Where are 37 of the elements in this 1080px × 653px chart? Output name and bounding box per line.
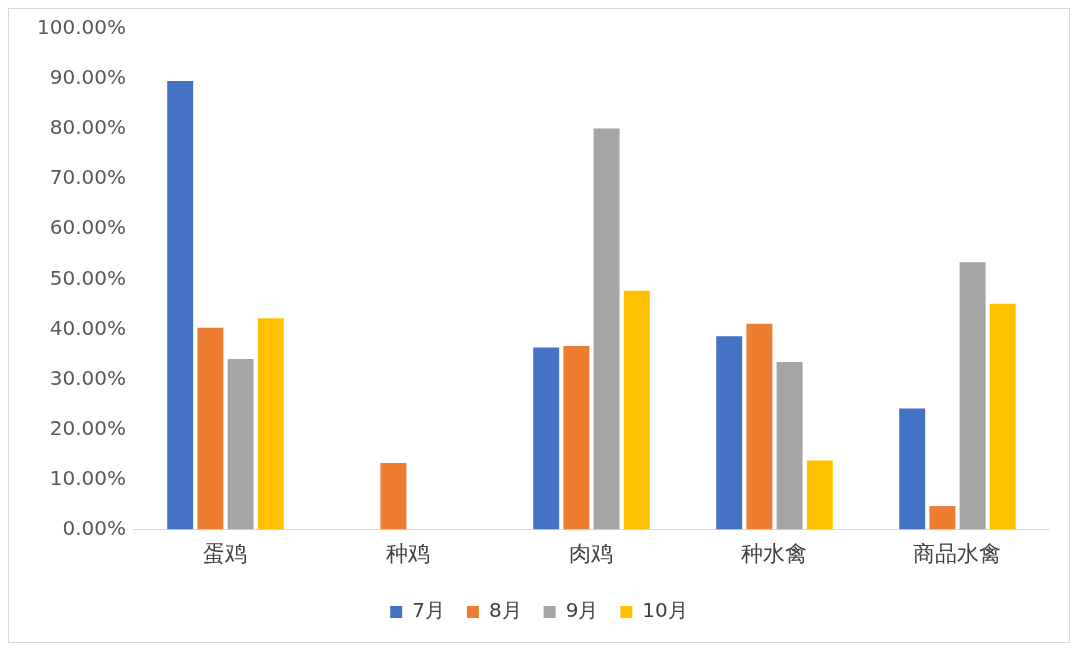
y-tick-label: 0.00% bbox=[62, 515, 126, 540]
x-tick-label: 商品水禽 bbox=[913, 540, 1002, 566]
bar bbox=[563, 345, 590, 530]
bar bbox=[533, 347, 560, 530]
bar bbox=[593, 128, 620, 530]
x-tick-label: 蛋鸡 bbox=[203, 540, 248, 566]
y-tick-label: 20.00% bbox=[49, 415, 126, 440]
y-tick-label: 50.00% bbox=[49, 265, 126, 290]
bar bbox=[716, 336, 743, 530]
bar bbox=[806, 460, 833, 530]
legend-label: 7月 bbox=[412, 598, 445, 623]
y-tick-label: 40.00% bbox=[49, 315, 126, 340]
bar bbox=[257, 318, 284, 530]
x-tick-label: 种水禽 bbox=[741, 540, 808, 566]
y-tick-label: 90.00% bbox=[49, 65, 126, 90]
x-tick-label: 种鸡 bbox=[386, 540, 431, 566]
bar bbox=[227, 358, 254, 530]
bar bbox=[746, 323, 773, 530]
bar bbox=[959, 262, 986, 530]
bar bbox=[899, 408, 926, 530]
y-tick-label: 70.00% bbox=[49, 165, 126, 190]
bar bbox=[623, 290, 650, 530]
bar bbox=[380, 463, 407, 530]
y-tick-label: 80.00% bbox=[49, 115, 126, 140]
y-tick-label: 100.00% bbox=[37, 15, 126, 40]
bar bbox=[776, 361, 803, 530]
legend-label: 8月 bbox=[488, 598, 522, 623]
legend-label: 9月 bbox=[565, 598, 599, 623]
bar bbox=[197, 327, 224, 530]
bar bbox=[929, 506, 956, 530]
y-tick-label: 30.00% bbox=[49, 365, 126, 390]
y-tick-label: 60.00% bbox=[49, 215, 126, 240]
x-tick-label: 肉鸡 bbox=[569, 540, 614, 566]
legend-label: 10月 bbox=[642, 598, 688, 623]
y-tick-label: 10.00% bbox=[49, 465, 126, 490]
bar bbox=[989, 303, 1016, 530]
bar bbox=[167, 81, 194, 530]
